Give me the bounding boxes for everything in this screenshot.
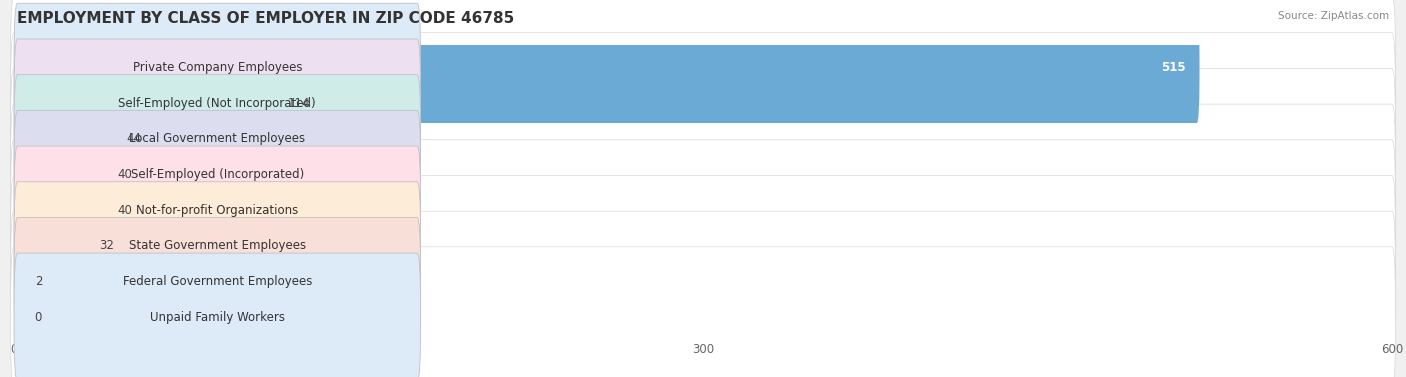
Text: 32: 32 — [98, 239, 114, 252]
Text: Source: ZipAtlas.com: Source: ZipAtlas.com — [1278, 11, 1389, 21]
Text: 44: 44 — [127, 132, 142, 145]
Text: Self-Employed (Incorporated): Self-Employed (Incorporated) — [131, 168, 304, 181]
FancyBboxPatch shape — [11, 104, 1395, 245]
FancyBboxPatch shape — [11, 176, 1395, 316]
FancyBboxPatch shape — [11, 0, 1395, 138]
FancyBboxPatch shape — [14, 182, 420, 310]
Text: Not-for-profit Organizations: Not-for-profit Organizations — [136, 204, 298, 217]
Text: State Government Employees: State Government Employees — [129, 239, 307, 252]
Text: Unpaid Family Workers: Unpaid Family Workers — [150, 311, 285, 324]
FancyBboxPatch shape — [14, 3, 420, 132]
Text: Local Government Employees: Local Government Employees — [129, 132, 305, 145]
FancyBboxPatch shape — [14, 75, 420, 203]
FancyBboxPatch shape — [11, 211, 1395, 352]
Text: 114: 114 — [287, 97, 309, 110]
Text: 40: 40 — [118, 168, 132, 181]
FancyBboxPatch shape — [14, 146, 420, 274]
FancyBboxPatch shape — [14, 110, 420, 239]
FancyBboxPatch shape — [11, 262, 25, 373]
Text: 2: 2 — [35, 275, 42, 288]
FancyBboxPatch shape — [11, 83, 118, 195]
Text: Self-Employed (Not Incorporated): Self-Employed (Not Incorporated) — [118, 97, 316, 110]
Text: 0: 0 — [35, 311, 42, 324]
Text: Federal Government Employees: Federal Government Employees — [122, 275, 312, 288]
FancyBboxPatch shape — [11, 69, 1395, 209]
FancyBboxPatch shape — [11, 119, 108, 230]
FancyBboxPatch shape — [11, 190, 90, 302]
FancyBboxPatch shape — [11, 226, 25, 337]
FancyBboxPatch shape — [11, 155, 108, 266]
Text: Private Company Employees: Private Company Employees — [132, 61, 302, 74]
FancyBboxPatch shape — [14, 218, 420, 346]
FancyBboxPatch shape — [14, 253, 420, 377]
FancyBboxPatch shape — [11, 48, 278, 159]
FancyBboxPatch shape — [11, 247, 1395, 377]
FancyBboxPatch shape — [11, 33, 1395, 173]
FancyBboxPatch shape — [11, 140, 1395, 280]
FancyBboxPatch shape — [11, 12, 1199, 123]
Text: 40: 40 — [118, 204, 132, 217]
Text: 515: 515 — [1160, 61, 1185, 74]
Text: EMPLOYMENT BY CLASS OF EMPLOYER IN ZIP CODE 46785: EMPLOYMENT BY CLASS OF EMPLOYER IN ZIP C… — [17, 11, 515, 26]
FancyBboxPatch shape — [14, 39, 420, 167]
